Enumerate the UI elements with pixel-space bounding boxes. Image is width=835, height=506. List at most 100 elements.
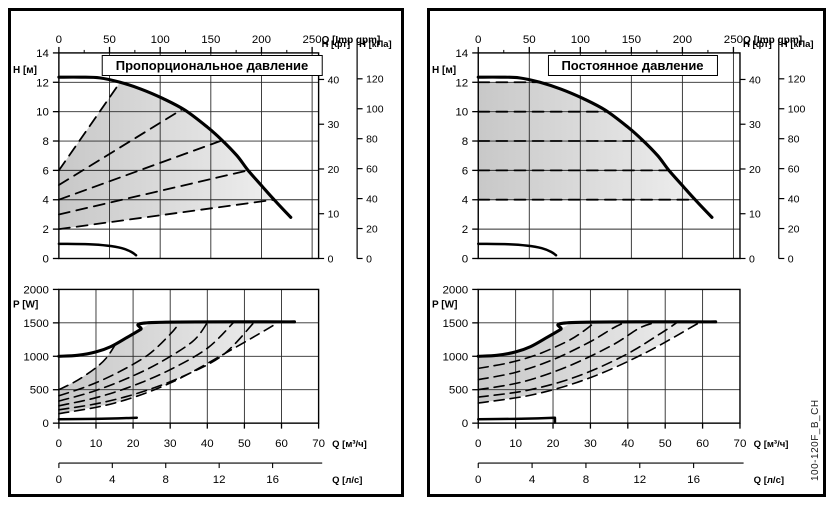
tick-label: 60 [275, 438, 288, 450]
tick-label: 0 [43, 418, 49, 430]
tick-label: 40 [201, 438, 214, 450]
tick-label: 60 [788, 163, 800, 175]
tick-label: 10 [90, 438, 103, 450]
power-control-curve-2 [58, 322, 181, 397]
power-setpoint-curve-4 [477, 322, 678, 398]
tick-label: 10 [328, 210, 340, 221]
kpa-axis-label: H [кПа] [781, 39, 814, 50]
tick-label: 50 [238, 438, 251, 450]
tick-label: 4 [43, 195, 50, 207]
tick-label: 1500 [443, 318, 469, 330]
power-control-curve-4 [58, 322, 235, 407]
tick-label: 70 [734, 438, 747, 450]
tick-label: 20 [547, 438, 560, 450]
tick-label: 16 [687, 474, 700, 486]
ls-axis-label: Q [л/с] [332, 475, 362, 486]
tick-label: 6 [462, 165, 468, 177]
tick-label: 0 [462, 418, 468, 430]
ft-axis-label: H [фт] [322, 39, 351, 50]
plot-border [58, 52, 320, 260]
max-speed-head-curve [476, 75, 714, 219]
tick-label: 4 [529, 474, 536, 486]
power-y-axis-label: P [W] [432, 299, 457, 310]
tick-label: 0 [328, 254, 334, 265]
tick-label: 200 [252, 34, 271, 46]
head-y-axis-label: H [м] [13, 65, 37, 76]
tick-label: 0 [475, 474, 481, 486]
ft-axis-label: H [фт] [743, 39, 772, 50]
tick-label: 150 [622, 34, 641, 46]
tick-label: 8 [163, 474, 169, 486]
m3h-axis-label: Q [м³/ч] [754, 439, 789, 450]
tick-label: 12 [36, 77, 49, 89]
tick-label: 14 [36, 48, 49, 60]
tick-label: 10 [749, 209, 761, 221]
tick-label: 12 [455, 77, 468, 89]
tick-label: 20 [328, 165, 340, 176]
gridlines [58, 52, 319, 259]
tick-label: 10 [455, 107, 468, 119]
top-axis-label: Q [Imp gpm] [322, 35, 381, 46]
pump-model-label: 100-120F_B_CH [810, 399, 821, 481]
tick-label: 8 [43, 136, 49, 148]
tick-label: 16 [266, 474, 279, 486]
tick-label: 80 [788, 134, 800, 146]
power-setpoint-curve-3 [477, 322, 655, 391]
tick-label: 0 [366, 254, 372, 265]
tick-label: 80 [366, 134, 378, 145]
power-control-curve-6 [58, 322, 279, 415]
tick-label: 0 [475, 438, 481, 450]
tick-label: 30 [584, 438, 597, 450]
tick-label: 1000 [23, 351, 49, 363]
control-curve-3m [57, 169, 249, 216]
tick-label: 1000 [443, 351, 469, 363]
tick-label: 12 [633, 474, 646, 486]
tick-label: 8 [462, 136, 468, 148]
tick-label: 250 [303, 34, 322, 46]
tick-label: 2 [462, 224, 468, 236]
tick-label: 200 [673, 34, 692, 46]
power-setpoint-curve-5 [477, 322, 700, 404]
tick-label: 8 [583, 474, 589, 486]
tick-label: 500 [30, 385, 49, 397]
tick-label: 2000 [443, 284, 469, 296]
tick-label: 70 [312, 438, 325, 450]
ls-axis-label: Q [л/с] [754, 475, 784, 486]
min-speed-power-curve [57, 416, 139, 421]
max-speed-power-curve [476, 320, 718, 358]
tick-label: 4 [109, 474, 116, 486]
control-curve-4m [57, 139, 224, 201]
panel-proportional-pressure: Пропорциональное давление 0 2 4 6 8 10 12 14 H [… [8, 8, 404, 497]
min-speed-power-curve [476, 416, 557, 424]
tick-label: 0 [56, 438, 62, 450]
control-curve-2m [57, 198, 276, 231]
tick-label: 20 [127, 438, 140, 450]
tick-label: 100 [571, 34, 590, 46]
tick-label: 20 [366, 224, 378, 235]
tick-label: 0 [56, 34, 62, 46]
tick-label: 60 [696, 438, 709, 450]
constant-pressure-power-range [478, 322, 699, 404]
tick-label: 40 [366, 194, 378, 205]
tick-label: 30 [328, 120, 340, 131]
max-speed-head-curve [57, 75, 293, 219]
tick-label: 50 [523, 34, 536, 46]
min-speed-head-curve [476, 242, 558, 257]
proportional-power-range [58, 322, 278, 414]
chart-title: Постоянное давление [547, 55, 718, 76]
tick-label: 120 [366, 75, 384, 86]
tick-label: 120 [788, 74, 806, 86]
head-y-axis-label: H [м] [432, 65, 456, 76]
tick-label: 20 [788, 223, 800, 235]
chart-title: Пропорциональное давление [101, 55, 323, 76]
tick-label: 40 [749, 74, 761, 86]
tick-label: 60 [366, 164, 378, 175]
tick-label: 100 [151, 34, 170, 46]
min-speed-head-curve [57, 242, 138, 257]
